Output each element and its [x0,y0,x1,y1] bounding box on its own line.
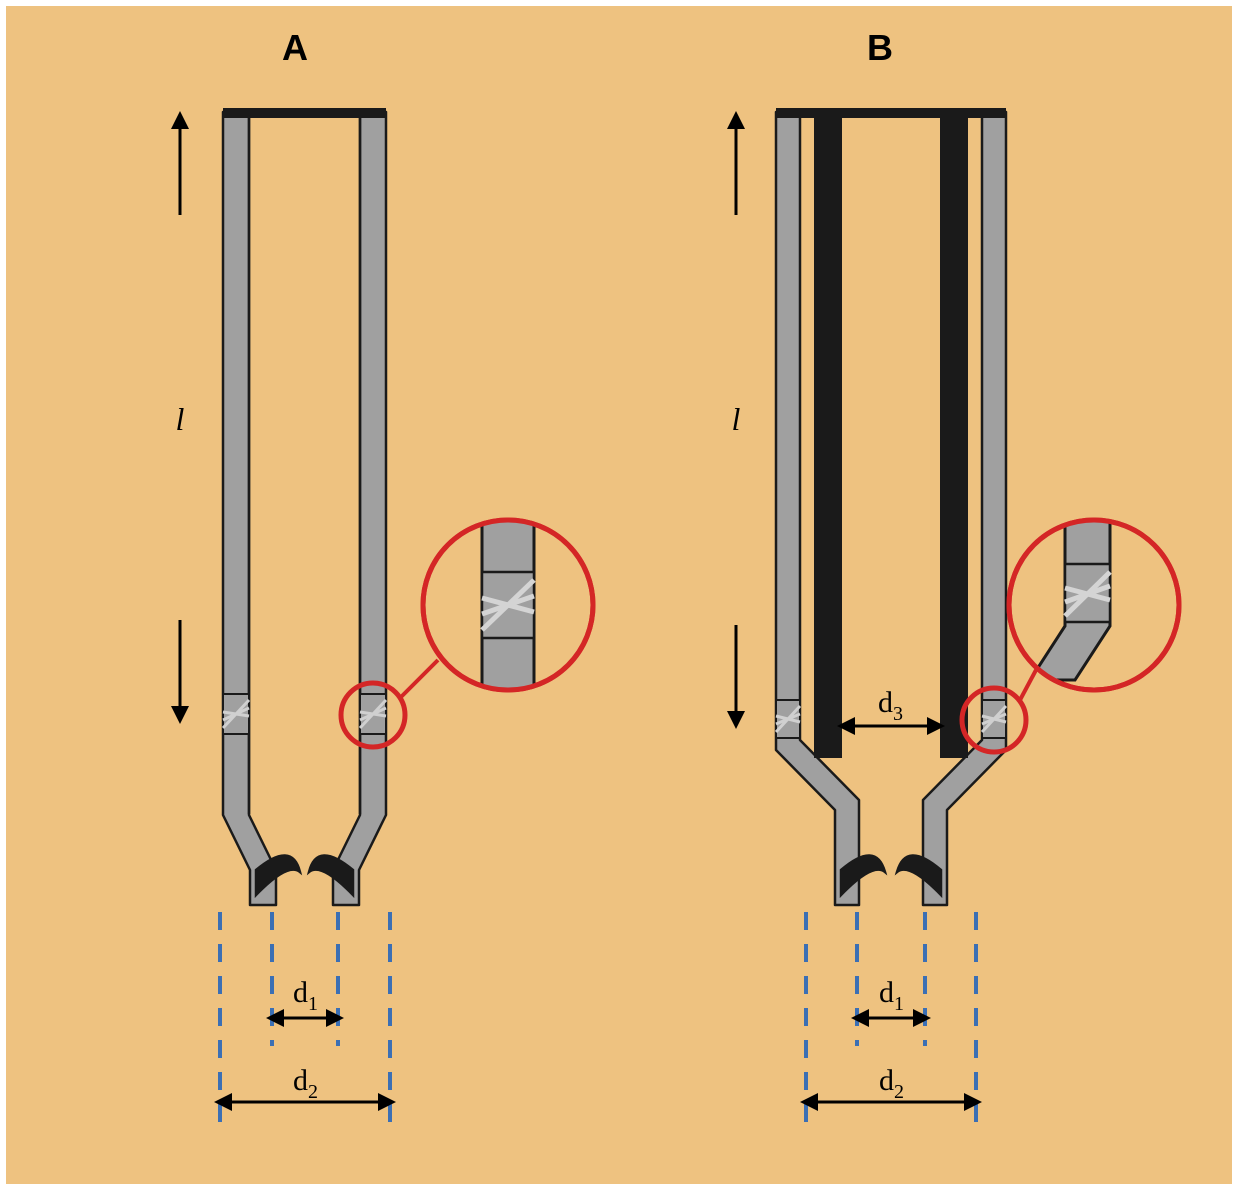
length-label-B: l [732,401,741,437]
spring-A-right [360,694,386,734]
spring-A-left [223,694,249,734]
panel-label-A: A [282,27,308,68]
length-label-A: l [176,401,185,437]
spring-B-left [776,700,800,738]
panel-label-B: B [867,27,893,68]
figure-canvas: A B [0,0,1238,1190]
diagram-svg: A B [0,0,1238,1190]
spring-B-right [982,700,1006,738]
